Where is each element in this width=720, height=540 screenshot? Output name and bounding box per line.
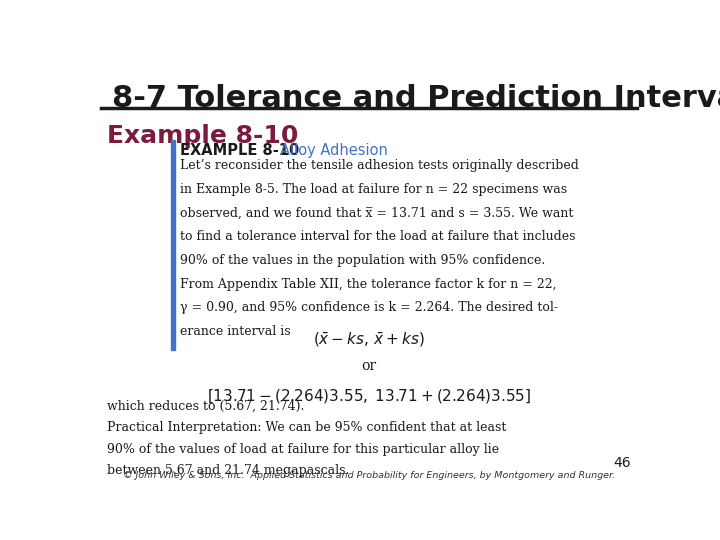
Text: or: or xyxy=(361,359,377,373)
Text: 90% of the values in the population with 95% confidence.: 90% of the values in the population with… xyxy=(181,254,546,267)
Text: Alloy Adhesion: Alloy Adhesion xyxy=(279,143,387,158)
Text: to find a tolerance interval for the load at failure that includes: to find a tolerance interval for the loa… xyxy=(181,230,576,244)
Text: erance interval is: erance interval is xyxy=(181,325,291,338)
Text: which reduces to (5.67, 21.74).: which reduces to (5.67, 21.74). xyxy=(107,400,304,413)
Text: in Example 8-5. The load at failure for n = 22 specimens was: in Example 8-5. The load at failure for … xyxy=(181,183,567,196)
Text: γ = 0.90, and 95% confidence is k = 2.264. The desired tol-: γ = 0.90, and 95% confidence is k = 2.26… xyxy=(181,301,559,314)
Text: 8-7 Tolerance and Prediction Intervals: 8-7 Tolerance and Prediction Intervals xyxy=(112,84,720,112)
Text: Let’s reconsider the tensile adhesion tests originally described: Let’s reconsider the tensile adhesion te… xyxy=(181,159,580,172)
Text: 90% of the values of load at failure for this particular alloy lie: 90% of the values of load at failure for… xyxy=(107,443,499,456)
Text: Example 8-10: Example 8-10 xyxy=(107,124,298,148)
Text: © John Wiley & Sons, Inc.  Applied Statistics and Probability for Engineers, by : © John Wiley & Sons, Inc. Applied Statis… xyxy=(123,471,615,481)
Text: observed, and we found that x̅ = 13.71 and s = 3.55. We want: observed, and we found that x̅ = 13.71 a… xyxy=(181,207,574,220)
Text: 46: 46 xyxy=(613,456,631,470)
Text: $(\bar{x} - ks,\, \bar{x} + ks)$: $(\bar{x} - ks,\, \bar{x} + ks)$ xyxy=(313,331,425,349)
Text: between 5.67 and 21.74 megapascals.: between 5.67 and 21.74 megapascals. xyxy=(107,464,349,477)
Text: $[13.71 - (2.264)3.55,\; 13.71 + (2.264)3.55]$: $[13.71 - (2.264)3.55,\; 13.71 + (2.264)… xyxy=(207,387,531,405)
Bar xyxy=(171,140,175,349)
Text: From Appendix Table XII, the tolerance factor k for n = 22,: From Appendix Table XII, the tolerance f… xyxy=(181,278,557,291)
Text: Practical Interpretation: We can be 95% confident that at least: Practical Interpretation: We can be 95% … xyxy=(107,421,506,434)
Text: EXAMPLE 8-10: EXAMPLE 8-10 xyxy=(181,143,300,158)
